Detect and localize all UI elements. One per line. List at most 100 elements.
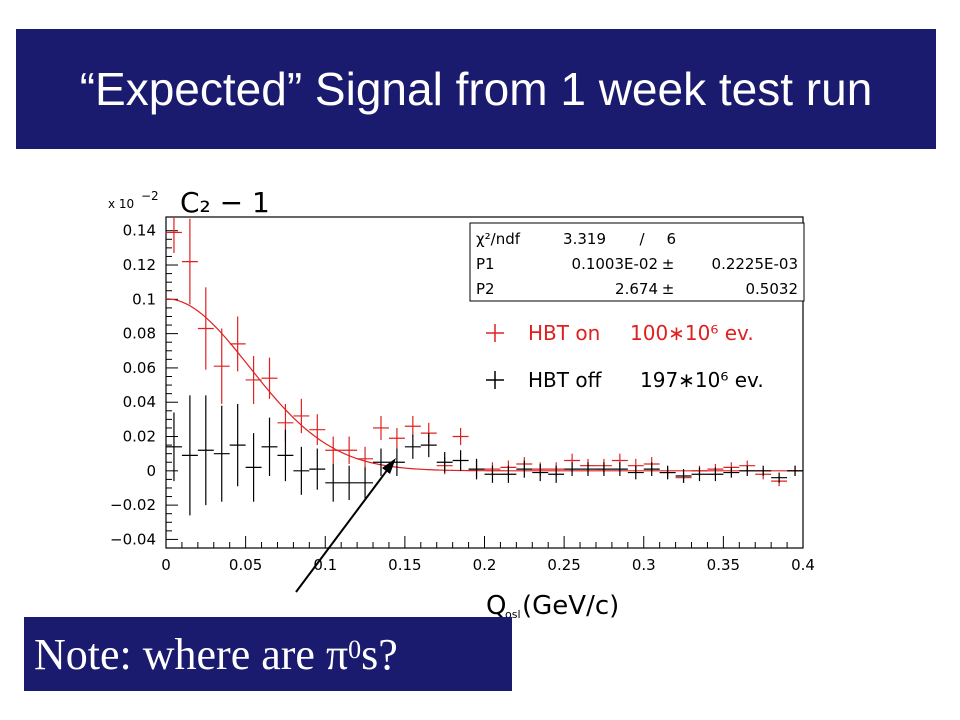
data-point (357, 467, 374, 499)
y-tick-label: −0.02 (110, 496, 156, 514)
stat-p1-error: 0.2225E-03 (712, 255, 798, 273)
legend-marker-hbt-on (486, 324, 504, 342)
data-point (404, 434, 421, 459)
data-point (197, 395, 214, 506)
data-point (707, 467, 724, 482)
data-point (166, 412, 182, 482)
data-point (277, 429, 294, 482)
data-point (452, 427, 469, 446)
stat-p1-sep: ± (662, 255, 675, 273)
stat-p2-sep: ± (662, 280, 675, 298)
y-tick-label: −0.04 (110, 530, 156, 548)
note-text: Note: where are π (34, 629, 349, 679)
data-point (787, 465, 803, 476)
stat-chi2-label: χ²/ndf (476, 230, 521, 248)
data-point (484, 465, 501, 483)
x-tick-label: 0.25 (547, 556, 580, 574)
y-tick-label: 0.06 (123, 359, 156, 377)
data-point (420, 433, 437, 458)
y-tick-label: 0 (146, 462, 156, 480)
stat-chi2-ndf: 6 (666, 230, 676, 248)
x-axis-label-unit: (GeV/c) (522, 591, 619, 621)
data-point (373, 415, 389, 440)
data-point (181, 218, 198, 305)
x-tick-label: 0.05 (229, 556, 262, 574)
data-point (373, 448, 389, 476)
data-point (213, 328, 230, 404)
x-axis-label: Q (486, 591, 506, 621)
stat-p1-label: P1 (476, 255, 495, 273)
y-tick-label: 0.14 (123, 222, 156, 240)
legend-marker-hbt-off (486, 371, 504, 389)
note-superscript: 0 (348, 635, 362, 664)
data-point (627, 465, 644, 480)
data-point (548, 465, 565, 483)
note-box: Note: where are π 0 s? (24, 617, 512, 691)
data-point (181, 395, 198, 516)
data-point (723, 467, 740, 478)
data-point (325, 463, 342, 502)
note-tail: s? (361, 629, 398, 679)
annotation-arrow (295, 458, 396, 593)
y-tick-label: 0.08 (123, 325, 156, 343)
data-point (436, 451, 453, 473)
x-tick-label: 0.4 (791, 556, 815, 574)
data-point (500, 465, 517, 483)
data-point (611, 462, 628, 476)
data-point (245, 355, 262, 404)
data-point (691, 467, 708, 482)
data-point (293, 398, 310, 434)
stat-p2-label: P2 (476, 280, 495, 298)
x-tick-label: 0.35 (707, 556, 740, 574)
data-point (564, 462, 581, 476)
data-point (643, 462, 660, 476)
data-point (261, 357, 278, 399)
data-points (166, 217, 803, 516)
y-tick-label: 0.12 (123, 256, 156, 274)
y-tick-label: 0.1 (132, 290, 156, 308)
stat-chi2-value: 3.319 (563, 230, 606, 248)
data-point (771, 472, 788, 483)
data-point (452, 450, 469, 471)
data-point (388, 427, 405, 449)
x-tick-label: 0 (161, 556, 171, 574)
data-point (261, 417, 278, 476)
chart-title: C₂ − 1 (180, 186, 270, 219)
x-tick-label: 0.15 (388, 556, 421, 574)
y-multiplier-label: x 10 (108, 197, 134, 211)
data-point (580, 462, 596, 476)
y-multiplier-exponent: −2 (141, 189, 159, 203)
data-point (245, 433, 262, 502)
data-point (229, 316, 246, 372)
data-point (659, 465, 676, 480)
data-point (293, 446, 310, 495)
stat-chi2-sep: / (639, 230, 645, 248)
x-tick-label: 0.3 (632, 556, 656, 574)
data-point (595, 462, 612, 476)
data-point (532, 463, 549, 482)
data-point (516, 460, 533, 478)
slide-title-bar: “Expected” Signal from 1 week test run (16, 29, 936, 149)
legend-events-hbt-off: 197∗10⁶ ev. (640, 368, 764, 392)
data-point (404, 415, 421, 437)
data-point (341, 436, 358, 464)
data-point (468, 458, 485, 480)
data-point (325, 436, 342, 464)
data-point (309, 414, 326, 446)
plot-axes: 0 0.05 0.1 0.15 0.2 0.25 0.3 0.35 0.4 0.14 0.12 0.1… (110, 216, 815, 574)
legend-events-hbt-on: 100∗10⁶ ev. (630, 321, 754, 345)
data-point (166, 217, 182, 254)
data-point (755, 465, 772, 476)
data-point (739, 465, 756, 476)
stat-p1-value: 0.1003E-02 (572, 255, 658, 273)
data-point (229, 403, 246, 487)
legend: HBT on 100∗10⁶ ev. HBT off 197∗10⁶ ev. (486, 321, 764, 392)
stat-p2-error: 0.5032 (746, 280, 799, 298)
series-hbt-off (166, 395, 803, 516)
y-tick-label: 0.04 (123, 393, 156, 411)
data-point (197, 287, 214, 370)
data-point (675, 469, 692, 483)
data-point (213, 405, 230, 502)
y-tick-label: 0.02 (123, 428, 156, 446)
slide-title: “Expected” Signal from 1 week test run (79, 63, 873, 115)
